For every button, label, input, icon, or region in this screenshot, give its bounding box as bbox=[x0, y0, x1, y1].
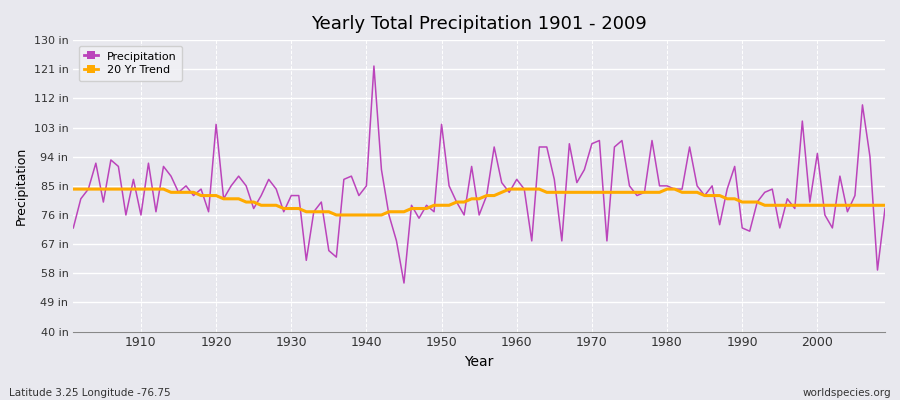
Y-axis label: Precipitation: Precipitation bbox=[15, 147, 28, 225]
Title: Yearly Total Precipitation 1901 - 2009: Yearly Total Precipitation 1901 - 2009 bbox=[311, 15, 647, 33]
Text: worldspecies.org: worldspecies.org bbox=[803, 388, 891, 398]
X-axis label: Year: Year bbox=[464, 355, 494, 369]
Text: Latitude 3.25 Longitude -76.75: Latitude 3.25 Longitude -76.75 bbox=[9, 388, 171, 398]
Legend: Precipitation, 20 Yr Trend: Precipitation, 20 Yr Trend bbox=[79, 46, 182, 81]
